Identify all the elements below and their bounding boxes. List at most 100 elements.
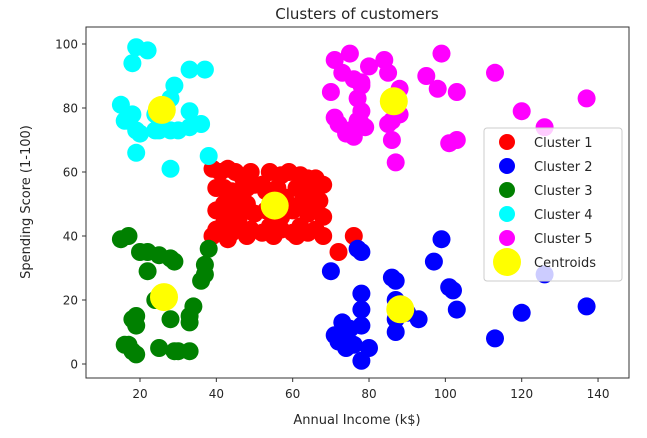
y-tick-label: 100 <box>55 38 78 52</box>
data-point <box>180 102 199 121</box>
data-point <box>344 335 363 354</box>
data-point <box>192 115 211 133</box>
data-point <box>199 147 218 165</box>
x-tick-label: 140 <box>587 387 610 401</box>
legend-label: Cluster 3 <box>534 184 593 199</box>
data-point <box>127 345 146 364</box>
data-point <box>180 60 199 79</box>
data-point <box>138 262 157 281</box>
x-axis-label: Annual Income (k$) <box>293 413 420 428</box>
legend-frame <box>483 127 623 282</box>
data-point <box>417 67 436 85</box>
data-point <box>447 83 466 101</box>
legend-marker <box>499 158 515 174</box>
data-point <box>352 284 371 303</box>
data-point <box>161 310 180 329</box>
data-point <box>199 239 218 258</box>
data-point <box>127 316 146 335</box>
x-tick-label: 60 <box>285 387 300 401</box>
chart-legend: Cluster 1 Cluster 2 Cluster 3 Cluster 4 Clus… <box>483 127 623 282</box>
data-point <box>340 319 359 338</box>
data-point <box>424 252 443 271</box>
data-point <box>340 44 359 63</box>
data-point <box>356 118 375 137</box>
data-point <box>119 227 138 245</box>
data-point <box>386 323 405 341</box>
y-axis-label: Spending Score (1-100) <box>19 125 34 279</box>
data-point <box>409 310 428 329</box>
data-point <box>321 262 340 281</box>
legend-marker <box>499 206 515 222</box>
data-point <box>352 76 371 95</box>
data-point <box>447 300 466 319</box>
legend-marker <box>499 230 515 246</box>
data-point <box>165 252 184 271</box>
series-cluster-3 <box>111 227 218 364</box>
data-point <box>192 271 211 290</box>
x-tick-label: 100 <box>434 387 457 401</box>
data-points-layer <box>111 38 596 370</box>
data-point <box>360 339 378 357</box>
centroid-marker <box>150 283 178 312</box>
legend-label: Cluster 2 <box>534 160 593 175</box>
centroid-marker <box>147 95 176 124</box>
y-tick-label: 0 <box>70 358 78 372</box>
data-point <box>321 83 340 101</box>
legend-label: Centroids <box>534 256 596 271</box>
x-axis-ticks: 20 40 60 80 100 120 140 <box>132 378 609 401</box>
data-point <box>180 313 199 332</box>
data-point <box>218 230 237 249</box>
legend-label: Cluster 1 <box>534 136 593 151</box>
data-point <box>512 303 531 322</box>
chart-title: Clusters of customers <box>275 5 439 23</box>
data-point <box>329 243 348 261</box>
data-point <box>512 102 531 121</box>
data-point <box>444 281 462 300</box>
y-tick-label: 80 <box>63 102 78 116</box>
data-point <box>123 54 142 73</box>
data-point <box>486 329 504 348</box>
data-point <box>138 41 157 60</box>
x-tick-label: 40 <box>209 387 224 401</box>
data-point <box>386 153 405 172</box>
data-point <box>386 271 405 290</box>
y-tick-label: 20 <box>63 294 78 308</box>
data-point <box>237 227 256 245</box>
y-tick-label: 60 <box>63 166 78 180</box>
centroid-marker <box>260 191 289 220</box>
y-axis-ticks: 0 20 40 60 80 100 <box>55 38 86 372</box>
legend-entries: Cluster 1 Cluster 2 Cluster 3 Cluster 4 Clus… <box>493 134 596 276</box>
data-point <box>432 44 451 63</box>
data-point <box>379 63 398 82</box>
data-point <box>195 60 214 79</box>
data-point <box>432 230 451 249</box>
data-point <box>115 111 134 130</box>
data-point <box>127 143 146 162</box>
data-point <box>352 300 371 319</box>
series-cluster-5 <box>321 44 596 172</box>
data-point <box>161 159 180 178</box>
y-tick-label: 40 <box>63 230 78 244</box>
data-point <box>352 243 371 261</box>
centroid-marker <box>386 295 415 324</box>
data-point <box>447 131 466 149</box>
legend-label: Cluster 4 <box>534 208 593 223</box>
centroid-marker <box>379 87 408 116</box>
legend-marker <box>499 134 515 150</box>
x-tick-label: 80 <box>361 387 376 401</box>
data-point <box>131 124 149 143</box>
data-point <box>150 339 169 357</box>
data-point <box>180 342 199 361</box>
legend-label: Cluster 5 <box>534 232 593 247</box>
data-point <box>314 227 333 245</box>
data-point <box>264 227 283 245</box>
legend-marker <box>499 182 515 198</box>
data-point <box>486 63 504 82</box>
series-centroids <box>147 87 415 324</box>
data-point <box>287 227 306 245</box>
data-point <box>577 89 596 108</box>
plot-area-frame <box>85 26 630 379</box>
data-point <box>577 297 596 316</box>
